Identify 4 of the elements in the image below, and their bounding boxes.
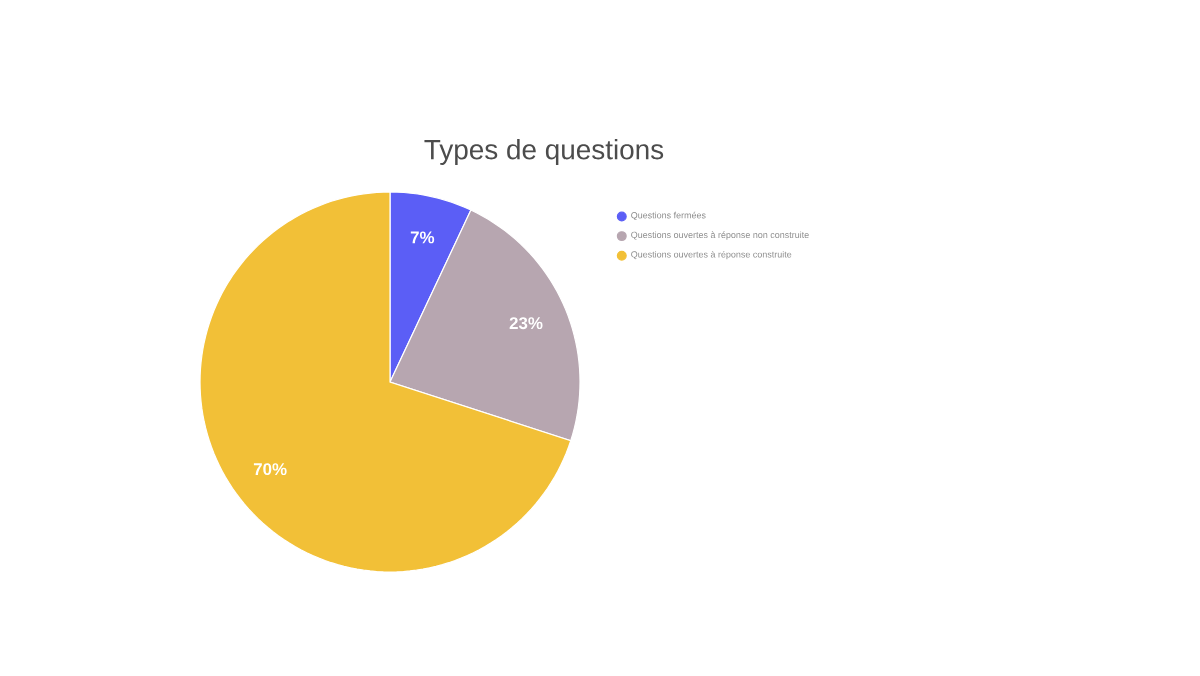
data-label: 7% [410,231,435,244]
chart-title: Types de questions [424,138,664,165]
data-label: 70% [253,463,287,476]
data-label: 23% [509,317,543,330]
